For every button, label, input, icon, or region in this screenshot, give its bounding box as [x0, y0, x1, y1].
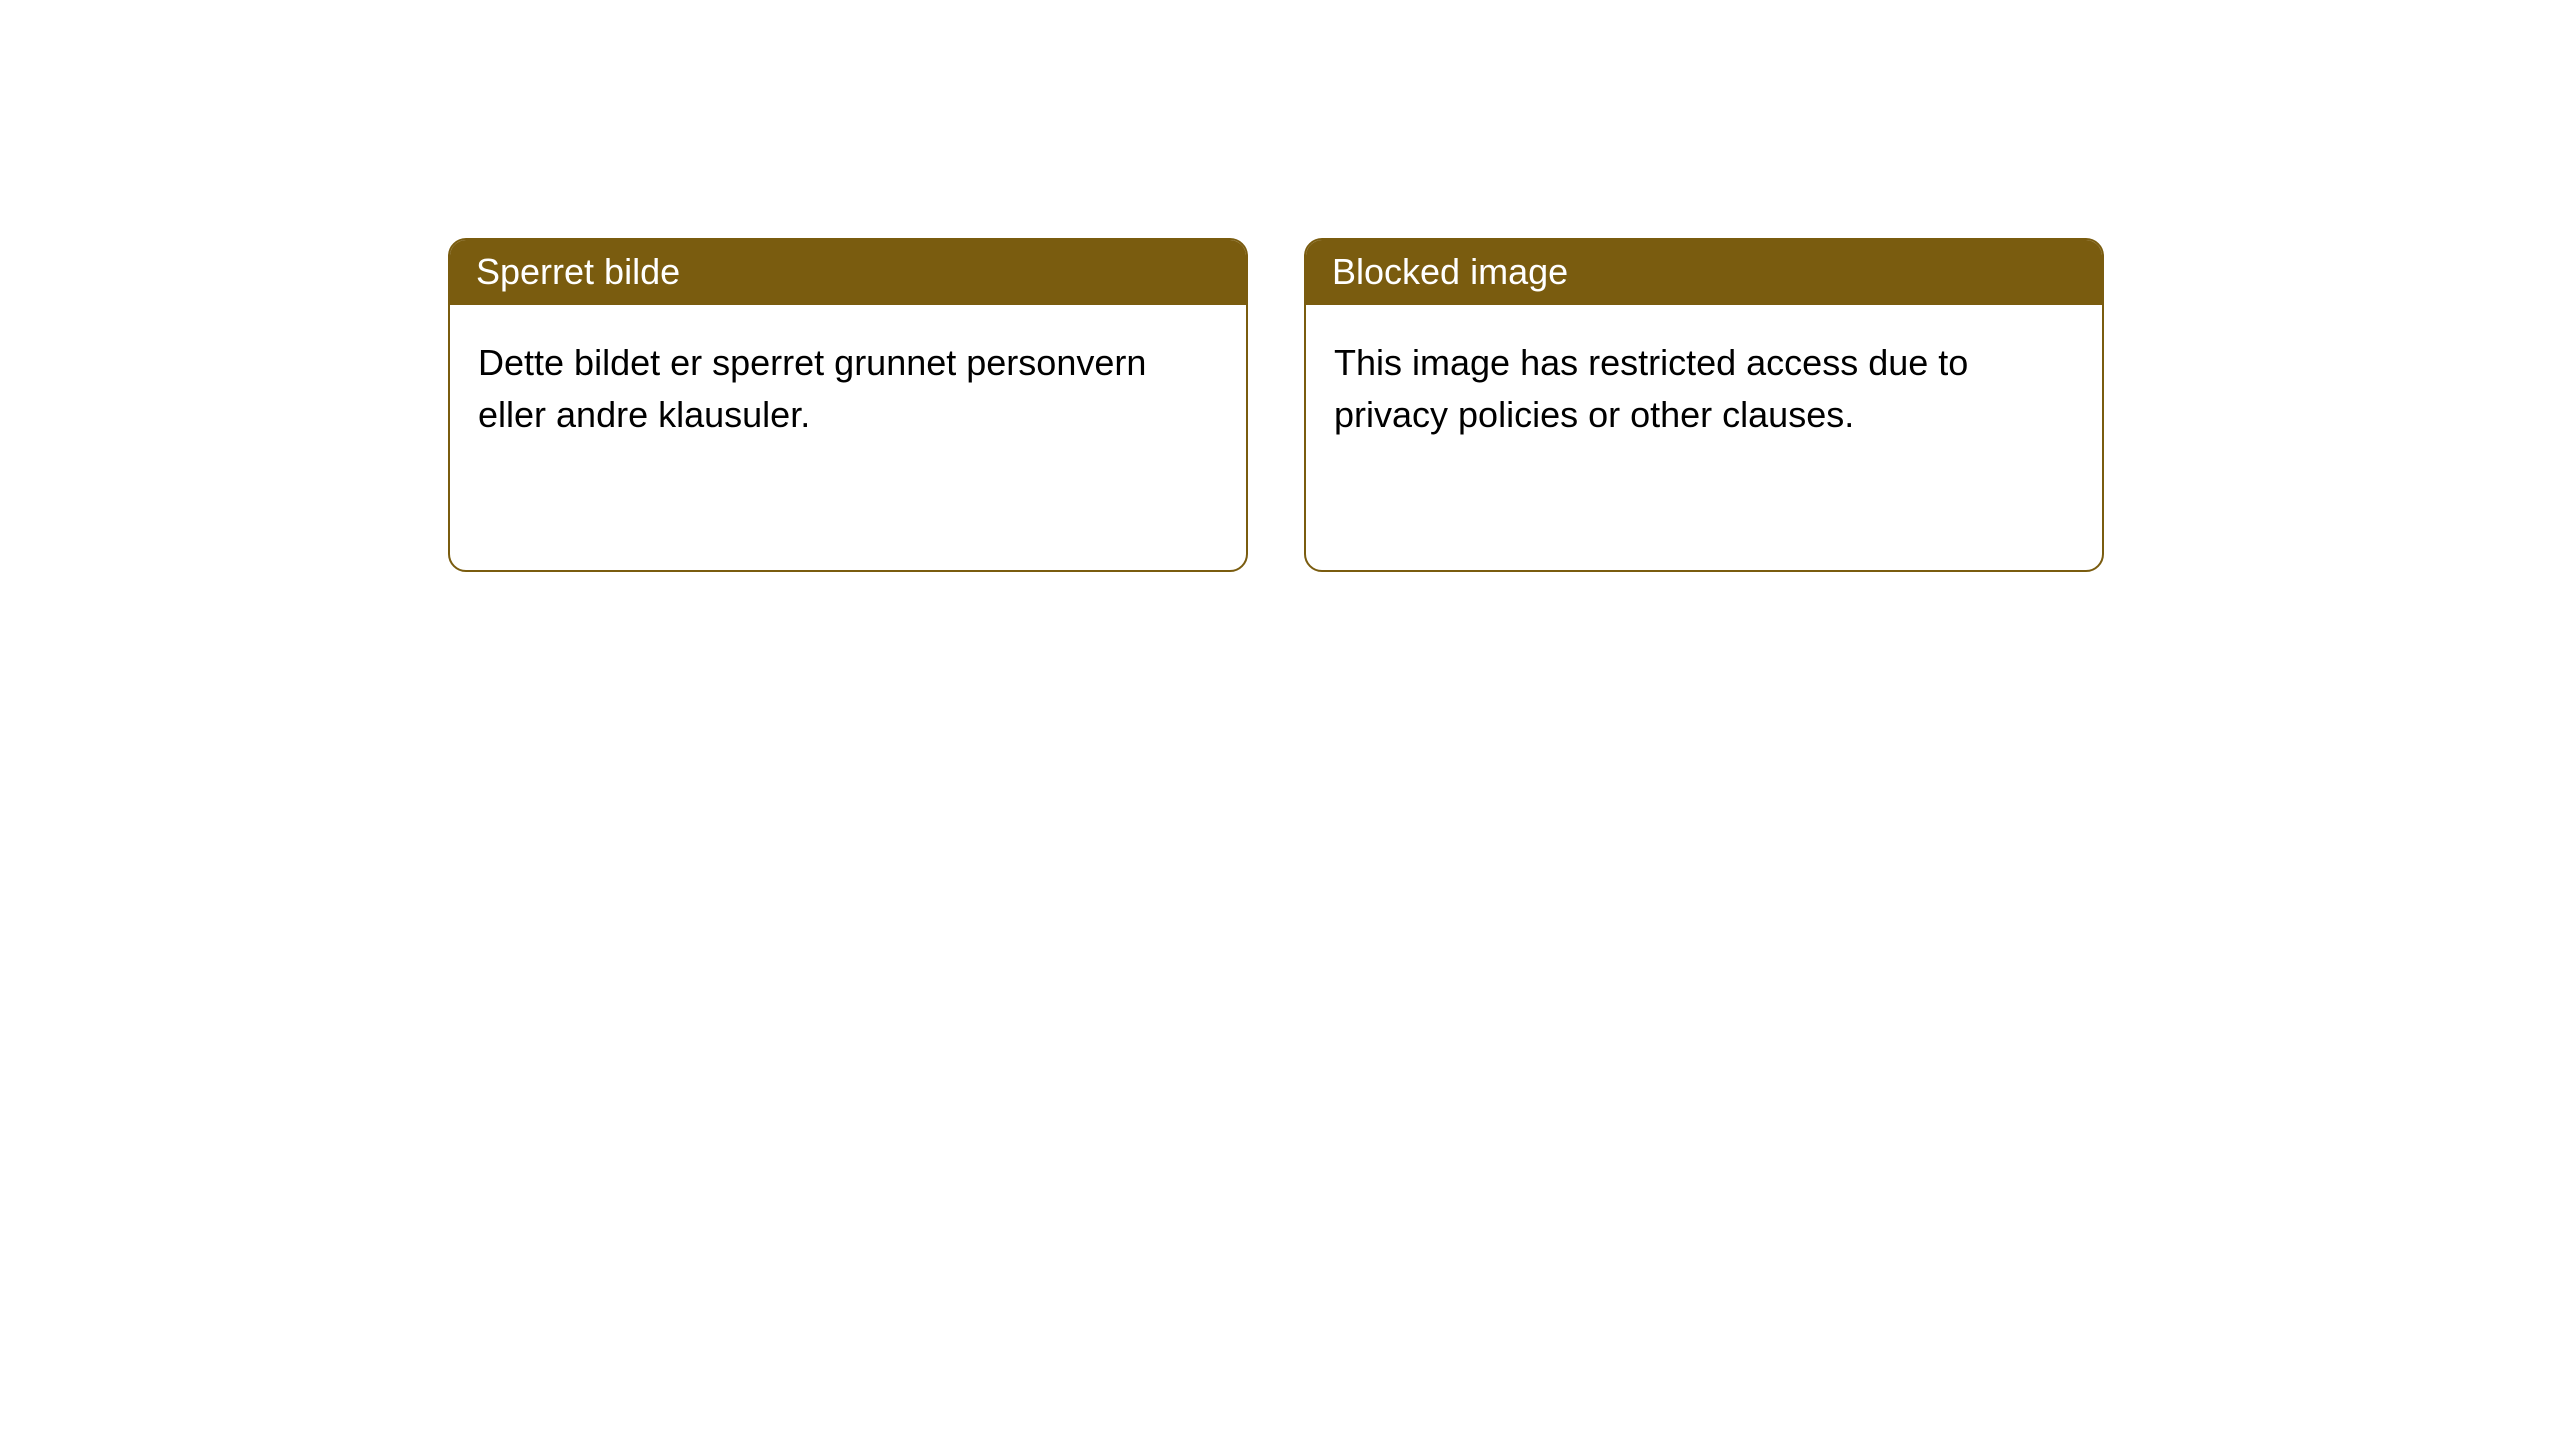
notice-title-english: Blocked image [1306, 240, 2102, 305]
notice-card-english: Blocked image This image has restricted … [1304, 238, 2104, 572]
notice-body-norwegian: Dette bildet er sperret grunnet personve… [450, 305, 1246, 473]
notice-card-norwegian: Sperret bilde Dette bildet er sperret gr… [448, 238, 1248, 572]
notice-container: Sperret bilde Dette bildet er sperret gr… [0, 0, 2560, 572]
notice-body-english: This image has restricted access due to … [1306, 305, 2102, 473]
notice-title-norwegian: Sperret bilde [450, 240, 1246, 305]
